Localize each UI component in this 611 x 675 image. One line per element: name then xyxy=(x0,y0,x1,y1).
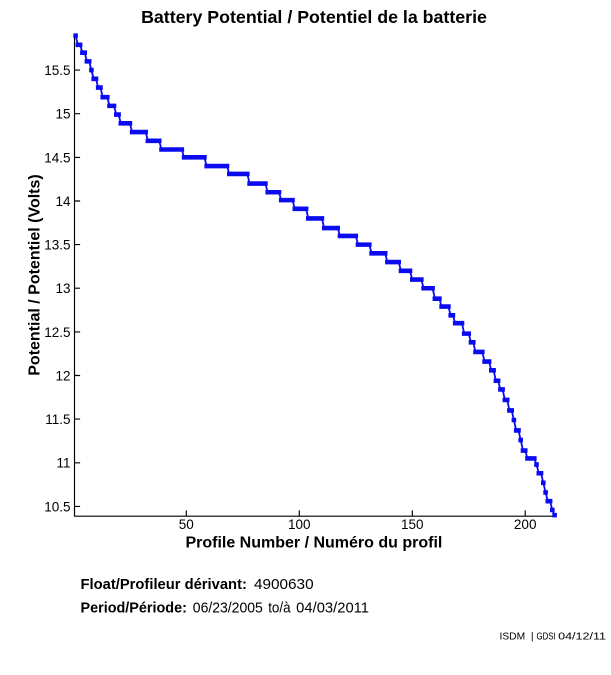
svg-text:11.5: 11.5 xyxy=(45,412,70,427)
svg-text:to/à: to/à xyxy=(268,601,291,617)
svg-text:100: 100 xyxy=(288,517,311,532)
svg-text:14: 14 xyxy=(55,194,71,209)
svg-text:Potential / Potentiel (Volts): Potential / Potentiel (Volts) xyxy=(27,174,44,376)
svg-text:4900630: 4900630 xyxy=(254,577,314,593)
svg-text:ISDM: ISDM xyxy=(500,632,526,643)
svg-text:50: 50 xyxy=(179,517,194,532)
svg-text:13: 13 xyxy=(55,281,70,296)
svg-text:13.5: 13.5 xyxy=(44,238,70,253)
svg-text:15: 15 xyxy=(55,107,70,122)
svg-text:|: | xyxy=(531,632,534,643)
svg-text:Period/Période:: Period/Période: xyxy=(81,601,187,617)
svg-text:200: 200 xyxy=(514,517,537,532)
svg-text:06/23/2005: 06/23/2005 xyxy=(193,601,263,617)
svg-text:12: 12 xyxy=(55,368,70,383)
svg-text:Battery Potential / Potentiel: Battery Potential / Potentiel de la batt… xyxy=(141,7,487,27)
svg-text:04/12/11: 04/12/11 xyxy=(558,632,606,643)
svg-text:14.5: 14.5 xyxy=(44,150,70,165)
svg-text:12.5: 12.5 xyxy=(44,325,70,340)
svg-text:04/03/2011: 04/03/2011 xyxy=(296,601,369,617)
svg-text:10.5: 10.5 xyxy=(44,499,70,514)
svg-text:11: 11 xyxy=(56,456,70,471)
svg-text:Profile Number / Numéro du pro: Profile Number / Numéro du profil xyxy=(185,535,442,552)
svg-text:GDSI: GDSI xyxy=(537,632,556,643)
svg-text:15.5: 15.5 xyxy=(44,63,70,78)
svg-text:Float/Profileur dérivant:: Float/Profileur dérivant: xyxy=(81,577,247,593)
svg-text:150: 150 xyxy=(401,517,424,532)
